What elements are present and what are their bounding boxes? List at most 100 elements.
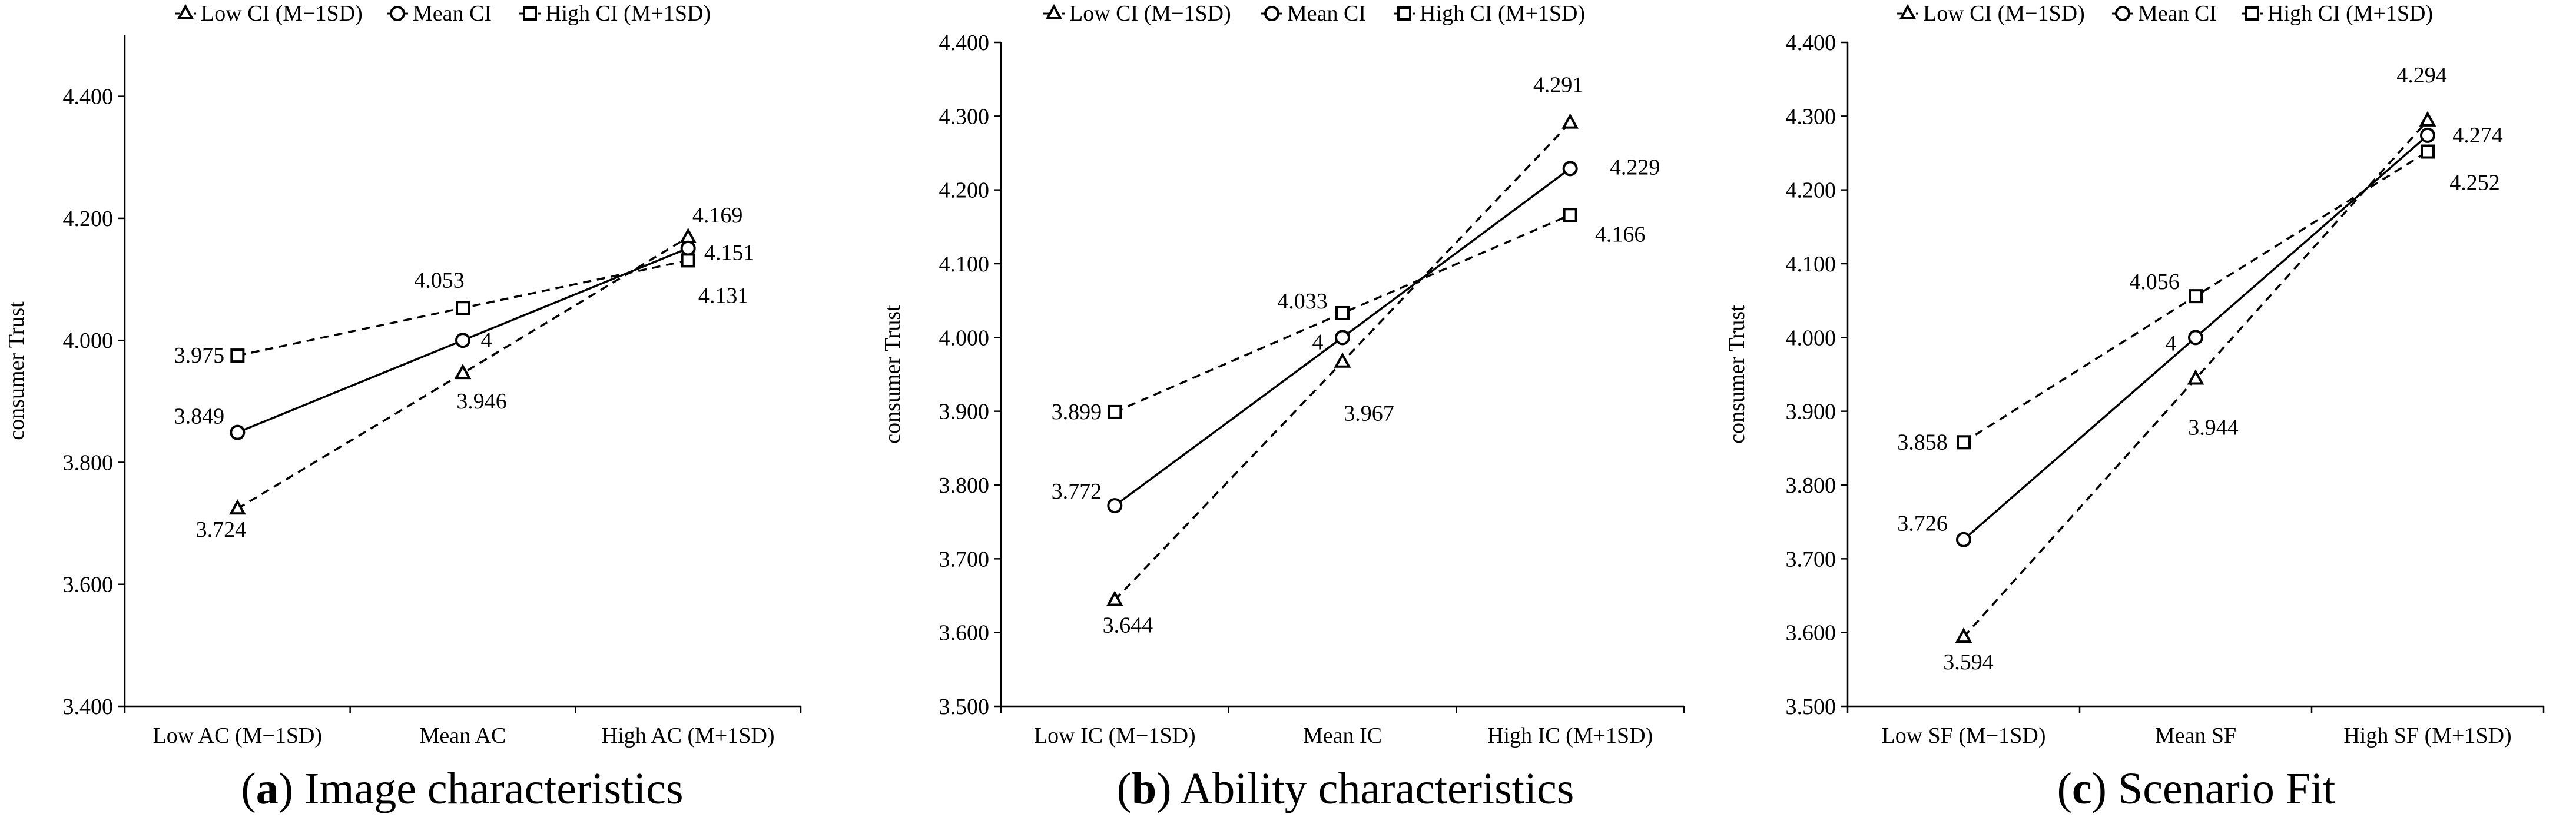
- data-point: [454, 363, 472, 380]
- chart-panel-c: Low CI (M−1SD) Mean CI High CI (M+1SD) 3.50…: [1725, 1, 2545, 813]
- legend-item-label: Low CI (M−1SD): [201, 1, 363, 26]
- y-tick-label: 3.500: [939, 695, 990, 719]
- data-label: 4: [2166, 331, 2177, 356]
- y-tick-label: 4.200: [1786, 178, 1836, 203]
- series-square: 3.858 4.056 4.252: [1897, 144, 2500, 454]
- data-point: [1563, 208, 1577, 222]
- data-point: [1335, 330, 1350, 346]
- y-tick-label: 3.600: [939, 621, 990, 646]
- data-label: 4.053: [414, 268, 465, 293]
- series-triangle: 3.644 3.967 4.291: [1103, 73, 1584, 638]
- data-label: 4.056: [2129, 270, 2180, 294]
- legend-marker-triangle: [177, 4, 194, 19]
- data-point: [1957, 435, 1971, 450]
- data-label: 3.899: [1052, 400, 1102, 424]
- caption-text: Ability characteristics: [1180, 764, 1574, 813]
- x-tick-label: Mean AC: [420, 723, 506, 748]
- x-tick-label: Low AC (M−1SD): [153, 723, 322, 748]
- legend-marker-square: [523, 6, 537, 21]
- legend-marker-square: [1397, 6, 1411, 21]
- data-label: 3.858: [1897, 430, 1948, 454]
- data-point: [681, 253, 695, 268]
- y-tick-label: 4.100: [1786, 252, 1836, 277]
- panel-caption: (b) Ability characteristics: [1117, 764, 1574, 813]
- data-label: 4.033: [1277, 289, 1328, 314]
- legend-marker-triangle: [1899, 4, 1917, 19]
- y-tick-label: 4.300: [939, 104, 990, 129]
- data-point: [1107, 498, 1123, 514]
- y-tick-label: 4.000: [63, 328, 114, 353]
- legend-item-label: Mean CI: [413, 1, 492, 26]
- y-tick-label: 4.400: [63, 85, 114, 109]
- data-label: 3.946: [456, 389, 507, 414]
- data-point: [2420, 127, 2435, 143]
- data-point: [1335, 305, 1350, 320]
- legend-item-label: High CI (M+1SD): [2267, 1, 2433, 26]
- caption-paren: ): [1156, 764, 1180, 813]
- data-label: 4: [481, 328, 492, 353]
- y-tick-label: 3.400: [63, 695, 114, 719]
- data-point: [1108, 404, 1122, 419]
- legend: Low CI (M−1SD) Mean CI High CI (M+1SD): [1897, 1, 2433, 26]
- data-label: 4: [1312, 330, 1324, 354]
- data-point: [2188, 330, 2203, 346]
- data-point: [1106, 590, 1123, 606]
- y-tick-label: 3.800: [63, 450, 114, 475]
- data-point: [680, 240, 696, 256]
- data-label: 3.944: [2188, 416, 2239, 440]
- legend-marker-circle: [2115, 6, 2130, 21]
- legend-item-label: High CI (M+1SD): [1420, 1, 1585, 26]
- legend: Low CI (M−1SD) Mean CI High CI (M+1SD): [175, 1, 711, 26]
- data-point: [1562, 161, 1578, 177]
- series-triangle: 3.594 3.944 4.294: [1943, 63, 2447, 675]
- y-tick-label: 4.100: [939, 252, 990, 277]
- y-tick-label: 4.400: [1786, 31, 1836, 55]
- data-label: 4.151: [704, 241, 755, 265]
- series-circle: 3.726 4 4.274: [1897, 123, 2503, 547]
- y-tick-label: 4.200: [939, 178, 990, 203]
- x-tick-label: Mean SF: [2155, 723, 2236, 748]
- y-axis-title: consumer Trust: [4, 301, 29, 440]
- data-label: 3.975: [174, 343, 225, 368]
- legend-item-label: Mean CI: [2138, 1, 2217, 26]
- y-tick-label: 4.300: [1786, 104, 1836, 129]
- x-tick-label: Mean IC: [1303, 723, 1382, 748]
- x-tick-label: Low SF (M−1SD): [1881, 723, 2045, 748]
- data-label: 4.169: [692, 203, 743, 228]
- legend-marker-triangle: [1045, 4, 1063, 19]
- legend-marker-square: [2245, 6, 2259, 21]
- data-point: [230, 424, 246, 440]
- data-point: [679, 227, 697, 244]
- y-tick-label: 3.800: [1786, 473, 1836, 498]
- data-point: [2187, 369, 2204, 385]
- data-point: [455, 333, 470, 348]
- legend-marker-circle: [1264, 6, 1279, 21]
- x-tick-label: High SF (M+1SD): [2343, 723, 2511, 748]
- panel-caption: (a) Image characteristics: [241, 764, 683, 813]
- data-label: 4.166: [1595, 222, 1646, 247]
- data-point: [456, 301, 470, 315]
- caption-letter: c: [2072, 764, 2092, 813]
- data-label: 3.726: [1897, 512, 1948, 536]
- data-label: 3.594: [1943, 650, 1994, 675]
- y-tick-label: 3.600: [63, 573, 114, 597]
- data-label: 4.274: [2452, 123, 2503, 148]
- y-tick-label: 3.500: [1786, 695, 1836, 719]
- caption-paren: ): [2092, 764, 2118, 813]
- caption-paren: (: [1117, 764, 1132, 813]
- y-tick-label: 4.000: [939, 326, 990, 350]
- data-label: 4.252: [2449, 170, 2500, 195]
- caption-text: Image characteristics: [304, 764, 684, 813]
- series-line: [237, 236, 689, 510]
- y-axis-title: consumer Trust: [880, 305, 905, 444]
- legend-item-label: Low CI (M−1SD): [1069, 1, 1231, 26]
- data-point: [228, 499, 246, 515]
- data-point: [1334, 352, 1351, 368]
- data-label: 4.131: [698, 283, 749, 308]
- y-tick-label: 4.000: [1786, 326, 1836, 350]
- series-square: 3.899 4.033 4.166: [1052, 208, 1646, 424]
- y-tick-label: 3.700: [1786, 547, 1836, 572]
- data-label: 3.772: [1052, 479, 1102, 504]
- caption-paren: (: [241, 764, 256, 813]
